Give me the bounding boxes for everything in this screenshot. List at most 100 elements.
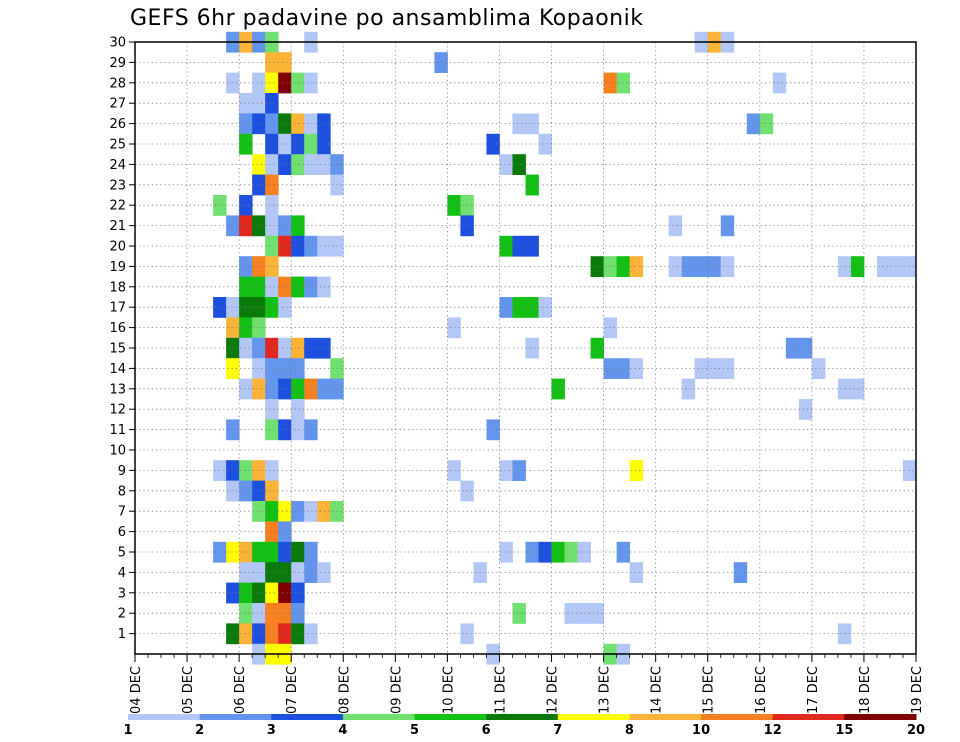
heatmap-cell bbox=[278, 72, 292, 94]
heatmap-cell bbox=[252, 72, 266, 94]
heatmap-cell bbox=[278, 603, 292, 624]
heatmap-cell bbox=[317, 501, 331, 522]
heatmap-cell bbox=[512, 603, 526, 624]
heatmap-cell bbox=[252, 174, 266, 196]
heatmap-cell bbox=[538, 297, 552, 318]
heatmap-cell bbox=[252, 623, 266, 645]
heatmap-cell bbox=[447, 195, 461, 216]
colorbar-label: 12 bbox=[764, 723, 782, 738]
heatmap-cell bbox=[265, 582, 279, 604]
heatmap-cell bbox=[252, 460, 266, 481]
colorbar-label: 6 bbox=[482, 723, 491, 738]
colorbar-label: 15 bbox=[835, 723, 853, 738]
heatmap-cell bbox=[304, 113, 318, 135]
heatmap-cell bbox=[291, 235, 305, 257]
y-tick-label: 3 bbox=[118, 586, 126, 601]
heatmap-cell bbox=[252, 358, 266, 379]
y-tick-label: 22 bbox=[109, 199, 126, 214]
heatmap-cell bbox=[239, 623, 253, 645]
heatmap-cell bbox=[265, 358, 279, 379]
grid-lines bbox=[135, 41, 916, 654]
heatmap-cell bbox=[291, 419, 305, 441]
heatmap-cell bbox=[239, 317, 253, 339]
colorbar-swatch bbox=[486, 714, 559, 720]
colorbar-swatch bbox=[772, 714, 845, 720]
heatmap-cell bbox=[577, 541, 591, 563]
heatmap-cell bbox=[447, 460, 461, 481]
y-tick-label: 1 bbox=[118, 627, 126, 642]
heatmap-cell bbox=[499, 154, 513, 175]
heatmap-cell bbox=[291, 276, 305, 298]
colorbar-label: 1 bbox=[123, 723, 132, 738]
heatmap-cell bbox=[278, 297, 292, 318]
y-tick-label: 10 bbox=[109, 444, 126, 459]
heatmap-cell bbox=[304, 419, 318, 441]
heatmap-cell bbox=[278, 521, 292, 543]
colorbar-label: 4 bbox=[338, 723, 347, 738]
heatmap-cell bbox=[291, 623, 305, 645]
x-tick-label: 12 DEC bbox=[546, 666, 561, 714]
colorbar-label: 8 bbox=[625, 723, 634, 738]
heatmap-cell bbox=[694, 256, 709, 277]
colorbar-swatch bbox=[199, 714, 272, 720]
colorbar-swatch bbox=[342, 714, 416, 720]
heatmap-cell bbox=[278, 215, 292, 237]
colorbar-swatch bbox=[271, 714, 344, 720]
colorbar-label: 2 bbox=[195, 723, 204, 738]
y-tick-label: 13 bbox=[109, 382, 126, 397]
y-tick-label: 19 bbox=[109, 260, 126, 275]
heatmap-cell bbox=[239, 378, 253, 400]
heatmap-cell bbox=[837, 378, 852, 400]
heatmap-cell bbox=[681, 256, 696, 277]
heatmap-cell bbox=[265, 541, 279, 563]
heatmap-cell bbox=[265, 174, 279, 196]
heatmap-cell bbox=[291, 154, 305, 175]
x-tick-label: 09 DEC bbox=[389, 666, 404, 714]
heatmap-cell bbox=[317, 154, 331, 175]
heatmap-cell bbox=[902, 460, 917, 481]
colorbar-label: 5 bbox=[410, 723, 419, 738]
heatmap-cell bbox=[317, 113, 331, 135]
x-tick-label: 04 DEC bbox=[129, 666, 144, 714]
heatmap-cell bbox=[252, 256, 266, 277]
y-tick-label: 12 bbox=[109, 403, 126, 418]
x-tick-label: 07 DEC bbox=[285, 666, 300, 714]
heatmap-cell bbox=[278, 154, 292, 175]
y-tick-label: 21 bbox=[109, 219, 126, 234]
heatmap-cell bbox=[239, 460, 253, 481]
heatmap-cell bbox=[629, 256, 644, 277]
heatmap-cell bbox=[265, 72, 279, 94]
y-tick-label: 7 bbox=[118, 505, 126, 520]
heatmap-cell bbox=[265, 154, 279, 175]
y-tick-label: 23 bbox=[109, 178, 126, 193]
heatmap-cell bbox=[252, 154, 266, 175]
heatmap-cell bbox=[252, 562, 266, 583]
y-tick-label: 25 bbox=[109, 138, 126, 153]
heatmap-cell bbox=[278, 358, 292, 379]
heatmap-cell bbox=[512, 460, 526, 481]
heatmap-cell bbox=[681, 378, 696, 400]
heatmap-cell bbox=[811, 358, 826, 379]
heatmap-cell bbox=[304, 154, 318, 175]
heatmap-cell bbox=[291, 337, 305, 359]
y-tick-label: 30 bbox=[109, 36, 126, 51]
heatmap-cell bbox=[291, 378, 305, 400]
heatmap-cell bbox=[278, 378, 292, 400]
colorbar-label: 7 bbox=[553, 723, 562, 738]
heatmap-cell bbox=[291, 501, 305, 522]
heatmap-cell bbox=[291, 215, 305, 237]
heatmap-cell bbox=[239, 133, 253, 155]
heatmap-cell bbox=[278, 623, 292, 645]
heatmap-cell bbox=[317, 337, 331, 359]
y-tick-label: 15 bbox=[109, 342, 126, 357]
heatmap-cell bbox=[525, 235, 539, 257]
colorbar-swatch bbox=[414, 714, 487, 720]
heatmap-cell bbox=[252, 603, 266, 624]
colorbar-swatch bbox=[128, 714, 201, 720]
heatmap-cell bbox=[265, 297, 279, 318]
heatmap-cell bbox=[226, 623, 240, 645]
heatmap-cell bbox=[265, 521, 279, 543]
heatmap-cell bbox=[291, 603, 305, 624]
heatmap-cell bbox=[525, 174, 539, 196]
